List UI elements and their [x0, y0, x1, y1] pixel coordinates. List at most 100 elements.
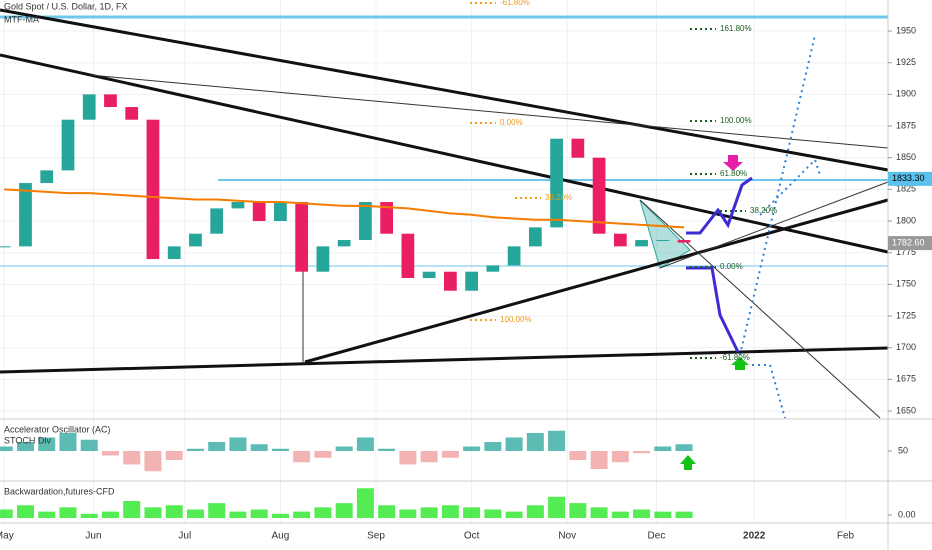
- x-tick-label: Jul: [178, 531, 191, 542]
- backwardation-bar: [16, 505, 34, 518]
- y-tick-label: 1925: [896, 57, 916, 67]
- projection-path: [686, 266, 740, 353]
- backwardation-bar: [356, 488, 374, 518]
- candle: [61, 119, 75, 171]
- oscillator-bar: [101, 451, 119, 456]
- backwardation-bar: [0, 509, 13, 518]
- candle: [231, 202, 245, 209]
- projection-path: [739, 34, 816, 356]
- backwardation-bar: [208, 503, 226, 518]
- backwardation-bar: [569, 503, 587, 518]
- trendline: [89, 74, 889, 149]
- oscillator-bar: [633, 451, 651, 454]
- y-tick-label: 1725: [896, 310, 916, 320]
- candle: [465, 271, 478, 291]
- candle: [528, 227, 542, 247]
- fib-label: 38.20%: [545, 193, 572, 202]
- fib-label: 100.00%: [500, 315, 532, 324]
- oscillator-bar: [38, 437, 56, 451]
- candle: [274, 202, 287, 222]
- trendline: [304, 198, 889, 364]
- trendline: [639, 199, 881, 419]
- oscillator-bar: [271, 448, 289, 451]
- backwardation-bar: [463, 507, 481, 518]
- backwardation-bar: [314, 507, 332, 518]
- candle: [635, 240, 648, 247]
- candle: [507, 246, 521, 266]
- oscillator-bar: [356, 437, 374, 451]
- oscillator-bar: [505, 437, 523, 451]
- oscillator-bar: [463, 446, 481, 451]
- y-tick-label: 1700: [896, 342, 916, 352]
- arrow-up: [731, 357, 749, 370]
- x-tick-label: Nov: [558, 531, 576, 542]
- price-label-box: [888, 236, 932, 251]
- oscillator-bar: [526, 433, 544, 451]
- oscillator-bar: [80, 439, 98, 451]
- trendline: [0, 8, 889, 172]
- backwardation-bar: [420, 507, 438, 518]
- x-tick-label: Sep: [367, 531, 385, 542]
- chart-title: Gold Spot / U.S. Dollar, 1D, FX: [4, 1, 128, 11]
- candle: [359, 202, 372, 241]
- oscillator-subtitle: STOCH Div: [4, 435, 51, 445]
- candle: [613, 233, 627, 247]
- oscillator-bar: [314, 451, 332, 458]
- y-tick-label: 1950: [896, 25, 916, 35]
- fib-label: 161.80%: [720, 24, 752, 33]
- y-tick-label: 1750: [896, 279, 916, 289]
- oscillator-bar: [144, 451, 162, 472]
- y-tick-label: 50: [898, 445, 908, 455]
- candle: [316, 246, 330, 272]
- candle: [40, 170, 54, 184]
- candle: [656, 240, 670, 242]
- backwardation-bar: [80, 513, 98, 518]
- oscillator-bar: [250, 444, 268, 451]
- fib-label: 0.00%: [500, 118, 523, 127]
- fib-label: 100.00%: [720, 116, 752, 125]
- candle: [401, 233, 415, 279]
- candle: [486, 265, 500, 272]
- candle: [380, 202, 394, 234]
- backwardation-bar: [675, 511, 693, 518]
- backwardation-bar: [611, 511, 629, 518]
- candle: [252, 202, 266, 222]
- fib-label: -61.80%: [500, 0, 530, 7]
- oscillator-bar: [208, 442, 226, 451]
- x-tick-label: Feb: [837, 531, 855, 542]
- fib-label: 0.00%: [720, 262, 743, 271]
- backwardation-bar: [484, 509, 502, 518]
- candle: [444, 271, 457, 291]
- candle: [337, 240, 351, 247]
- x-tick-label: Oct: [464, 531, 480, 542]
- backwardation-bar: [144, 507, 162, 518]
- trendline: [0, 53, 889, 254]
- oscillator-bar: [484, 442, 502, 451]
- x-tick-label: Dec: [648, 531, 666, 542]
- candle: [146, 119, 160, 260]
- y-tick-label: 1875: [896, 120, 916, 130]
- backwardation-bar: [378, 505, 396, 518]
- fib-label: 38.20%: [750, 206, 777, 215]
- oscillator-bar: [59, 433, 77, 451]
- backwardation-bar: [441, 505, 459, 518]
- price-label: 1833.30: [892, 173, 925, 183]
- y-tick-label: 1775: [896, 247, 916, 257]
- candle: [0, 246, 11, 248]
- price-label-box: [888, 171, 932, 186]
- oscillator-bar: [229, 437, 247, 451]
- y-tick-label: 1850: [896, 152, 916, 162]
- oscillator-bar: [165, 451, 183, 460]
- candle: [571, 138, 585, 158]
- oscillator-bar: [569, 451, 587, 460]
- backwardation-bar: [186, 509, 204, 518]
- x-tick-label: 2022: [743, 531, 766, 542]
- backwardation-bar: [123, 501, 141, 518]
- backwardation-bar: [399, 509, 417, 518]
- oscillator-bar: [335, 446, 353, 451]
- backwardation-title: Backwardation,futures-CFD: [4, 486, 115, 496]
- fib-label: -61.80%: [720, 353, 750, 362]
- marks: [0, 94, 693, 518]
- indicator-label: MTF-MA: [4, 14, 39, 24]
